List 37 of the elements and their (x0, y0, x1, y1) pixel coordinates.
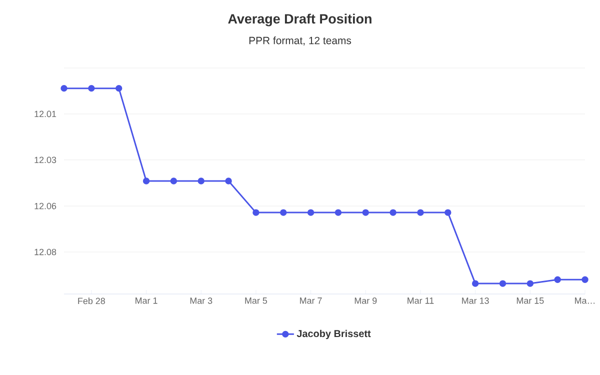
y-tick-label: 12.01 (34, 110, 56, 118)
x-tick-label: Ma… (575, 298, 595, 304)
point (307, 209, 314, 216)
x-tick-label: Mar 13 (462, 298, 489, 304)
point (225, 178, 232, 184)
point (582, 276, 588, 283)
x-tick-label: Mar 9 (354, 298, 377, 304)
point (444, 209, 452, 216)
y-tick-label: 12.03 (34, 156, 56, 164)
point (472, 280, 479, 287)
point (198, 178, 204, 184)
x-tick-label: Mar 15 (516, 298, 544, 304)
x-tick-label: Mar 11 (408, 298, 434, 304)
point (499, 280, 506, 287)
point (390, 209, 396, 216)
point (88, 84, 95, 92)
chart-title: Average Draft Position (228, 14, 372, 26)
x-tick-label: Mar 5 (245, 298, 268, 304)
x-tick-label: Mar 1 (136, 298, 158, 304)
x-tick-label: Feb 28 (78, 298, 105, 304)
point (280, 209, 287, 216)
point (60, 84, 68, 92)
point (334, 209, 342, 216)
chart-subtitle: PPR format, 12 teams (249, 36, 352, 46)
legend-label: Jacoby Brissett (296, 330, 371, 340)
point (170, 178, 178, 184)
point (526, 280, 534, 287)
point (142, 178, 150, 184)
point (554, 276, 561, 283)
x-tick-label: Mar 3 (190, 298, 212, 304)
y-tick-label: 12.08 (34, 248, 56, 256)
y-tick-label: 12.06 (34, 202, 56, 210)
point (252, 209, 260, 216)
point (362, 209, 369, 216)
point (417, 209, 424, 216)
point (115, 84, 122, 92)
x-tick-label: Mar 7 (300, 298, 322, 304)
